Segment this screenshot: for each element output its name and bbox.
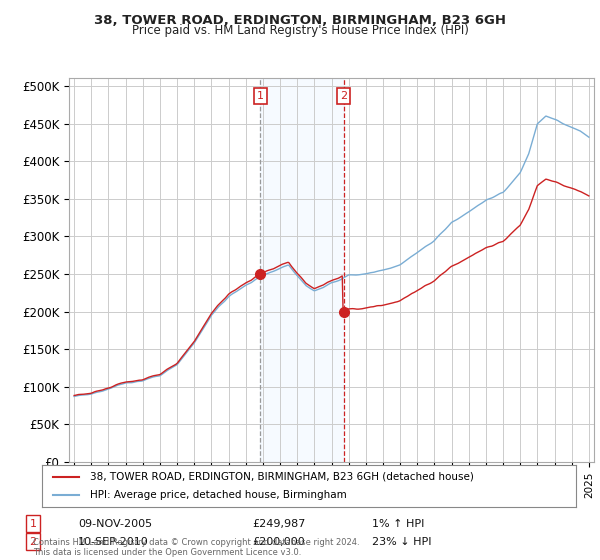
Text: 1: 1 (257, 91, 264, 101)
Text: Price paid vs. HM Land Registry's House Price Index (HPI): Price paid vs. HM Land Registry's House … (131, 24, 469, 37)
Text: 1% ↑ HPI: 1% ↑ HPI (372, 519, 424, 529)
Text: 38, TOWER ROAD, ERDINGTON, BIRMINGHAM, B23 6GH: 38, TOWER ROAD, ERDINGTON, BIRMINGHAM, B… (94, 14, 506, 27)
Text: £249,987: £249,987 (252, 519, 305, 529)
Text: 1: 1 (29, 519, 37, 529)
Text: 2: 2 (340, 91, 347, 101)
Text: HPI: Average price, detached house, Birmingham: HPI: Average price, detached house, Birm… (90, 490, 347, 500)
Text: 09-NOV-2005: 09-NOV-2005 (78, 519, 152, 529)
Text: Contains HM Land Registry data © Crown copyright and database right 2024.
This d: Contains HM Land Registry data © Crown c… (33, 538, 359, 557)
Text: 2: 2 (29, 536, 37, 547)
Text: 23% ↓ HPI: 23% ↓ HPI (372, 536, 431, 547)
Text: 10-SEP-2010: 10-SEP-2010 (78, 536, 149, 547)
Text: 38, TOWER ROAD, ERDINGTON, BIRMINGHAM, B23 6GH (detached house): 38, TOWER ROAD, ERDINGTON, BIRMINGHAM, B… (90, 472, 474, 482)
Text: £200,000: £200,000 (252, 536, 305, 547)
Bar (260, 78, 344, 462)
